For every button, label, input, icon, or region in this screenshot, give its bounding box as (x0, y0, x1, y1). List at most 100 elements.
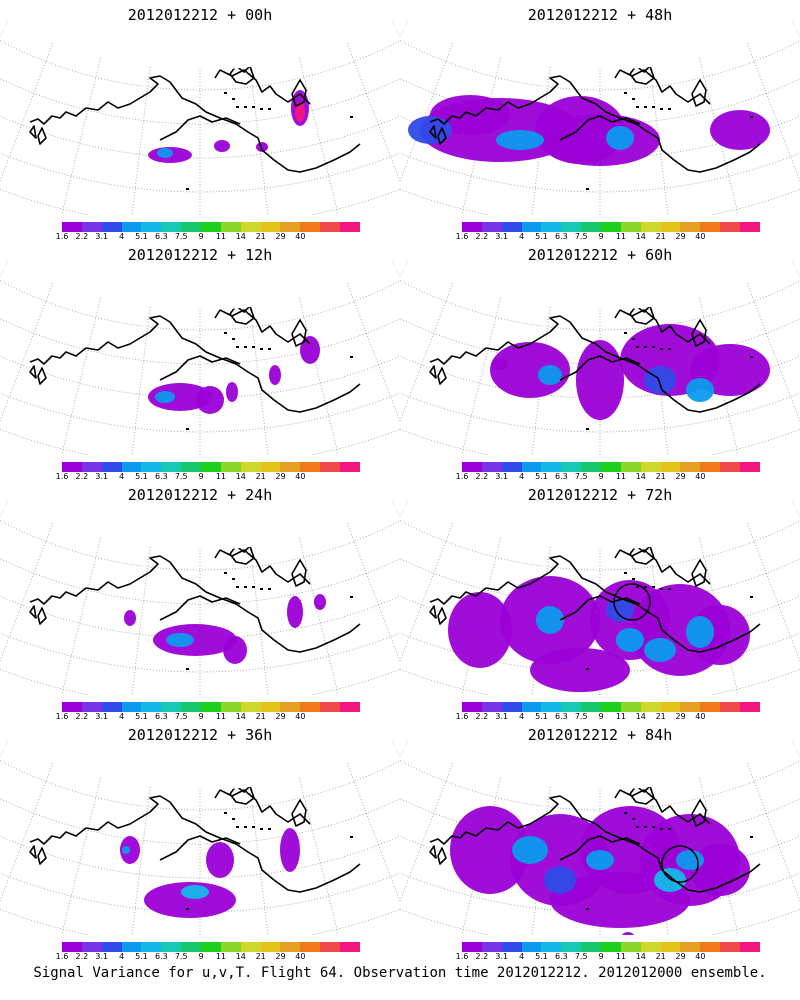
colorbar-tick-label: 4 (519, 712, 525, 721)
colorbar-tick-label: 21 (655, 712, 666, 721)
colorbar-swatch (521, 462, 542, 472)
colorbar-tick-label: 5.1 (535, 712, 548, 721)
colorbar-swatch (581, 942, 602, 952)
colorbar-tick-label: 6.3 (554, 232, 568, 241)
variance-region (538, 365, 562, 385)
variance-region (544, 866, 576, 894)
colorbar-swatch (720, 462, 741, 472)
colorbar-swatch (300, 702, 321, 712)
variance-region (157, 148, 173, 158)
colorbar-tick-label: 7.5 (574, 952, 588, 961)
variance-region (686, 616, 714, 648)
colorbar-tick-label: 1.6 (55, 712, 69, 721)
colorbar (462, 702, 760, 712)
colorbar-tick-label: 21 (655, 952, 666, 961)
colorbar-tick-label: 6.3 (154, 712, 168, 721)
colorbar-swatch (541, 942, 562, 952)
variance-region (644, 366, 676, 394)
variance-region (214, 140, 230, 152)
colorbar-swatch (62, 942, 82, 952)
colorbar-swatch (240, 942, 261, 952)
colorbar-swatch (121, 702, 142, 712)
colorbar-tick-label: 11 (215, 232, 227, 241)
colorbar-swatch (220, 942, 241, 952)
colorbar-tick-label: 1.6 (455, 712, 469, 721)
colorbar-swatch (680, 702, 701, 712)
colorbar-swatch (260, 462, 281, 472)
colorbar-swatch (601, 462, 621, 472)
colorbar-swatch (121, 222, 142, 232)
figure-caption: Signal Variance for u,v,T. Flight 64. Ob… (33, 965, 767, 981)
colorbar-swatch (501, 462, 522, 472)
colorbar-swatch (561, 702, 582, 712)
colorbar-swatch (740, 222, 760, 232)
colorbar-swatch (640, 222, 661, 232)
variance-region (496, 130, 544, 150)
colorbar-tick-label: 7.5 (174, 952, 188, 961)
colorbar-swatch (260, 702, 281, 712)
colorbar-labels: 1.6 2.2 3.1 4 5.1 6.3 7.5 9 11 14 21 29 40 (56, 712, 360, 723)
colorbar-tick-label: 29 (675, 232, 686, 241)
observation-circle (613, 583, 651, 621)
panel-title: 2012012212 + 12h (127, 246, 273, 264)
colorbar-swatch (521, 702, 542, 712)
colorbar-swatch (680, 942, 701, 952)
colorbar-swatch (481, 462, 502, 472)
colorbar-swatch (161, 702, 182, 712)
panel-title: 2012012212 + 36h (127, 726, 273, 744)
colorbar-swatch (740, 462, 760, 472)
colorbar-swatch (340, 942, 360, 952)
variance-region (287, 596, 303, 628)
colorbar-labels: 1.6 2.2 3.1 4 5.1 6.3 7.5 9 11 14 21 29 40 (456, 472, 760, 483)
variance-region (295, 102, 305, 122)
colorbar-tick-label: 21 (655, 232, 666, 241)
colorbar (462, 462, 760, 472)
colorbar-tick-label: 2.2 (475, 712, 489, 721)
forecast-panel-0h: 2012012212 + 00h 1.6 2.2 3.1 4 5.1 6.3 7.5 9 11 14… (0, 0, 400, 241)
colorbar-swatch (240, 462, 261, 472)
colorbar-tick-label: 40 (295, 712, 306, 721)
colorbar-swatch (640, 942, 661, 952)
colorbar-labels: 1.6 2.2 3.1 4 5.1 6.3 7.5 9 11 14 21 29 40 (456, 952, 760, 963)
variance-region (206, 842, 234, 878)
variance-map (400, 502, 800, 695)
colorbar (462, 942, 760, 952)
colorbar-swatch (201, 462, 221, 472)
colorbar-swatch (320, 462, 341, 472)
colorbar-tick-label: 1.6 (455, 232, 469, 241)
colorbar (62, 222, 360, 232)
colorbar-tick-label: 6.3 (154, 952, 168, 961)
variance-region (408, 116, 452, 144)
variance-map (400, 22, 800, 215)
colorbar-swatch (640, 702, 661, 712)
variance-map (0, 742, 400, 935)
colorbar-tick-label: 29 (675, 712, 686, 721)
colorbar-tick-label: 2.2 (75, 232, 89, 241)
colorbar-swatch (201, 942, 221, 952)
colorbar-tick-label: 3.1 (95, 232, 109, 241)
colorbar-tick-label: 2.2 (75, 952, 89, 961)
colorbar-swatch (521, 942, 542, 952)
variance-region (448, 592, 512, 668)
colorbar-tick-label: 5.1 (535, 472, 548, 481)
colorbar-swatch (101, 462, 122, 472)
forecast-panel-24h: 2012012212 + 24h 1.6 2.2 3.1 4 5.1 6.3 7.5 9 11 14… (0, 480, 400, 723)
colorbar-tick-label: 1.6 (455, 952, 469, 961)
colorbar-swatch (660, 702, 681, 712)
variance-region (606, 126, 634, 150)
colorbar-tick-label: 3.1 (495, 472, 509, 481)
colorbar-labels: 1.6 2.2 3.1 4 5.1 6.3 7.5 9 11 14 21 29 40 (56, 952, 360, 963)
colorbar-swatch (300, 942, 321, 952)
colorbar-swatch (201, 702, 221, 712)
colorbar-tick-label: 5.1 (535, 232, 548, 241)
colorbar-tick-label: 2.2 (475, 232, 489, 241)
colorbar-tick-label: 5.1 (135, 712, 148, 721)
colorbar-tick-label: 29 (675, 952, 686, 961)
colorbar-swatch (720, 222, 741, 232)
colorbar-swatch (101, 702, 122, 712)
colorbar-swatch (81, 702, 102, 712)
colorbar-swatch (62, 702, 82, 712)
colorbar-swatch (101, 222, 122, 232)
colorbar-swatch (280, 222, 301, 232)
variance-region (148, 383, 212, 411)
